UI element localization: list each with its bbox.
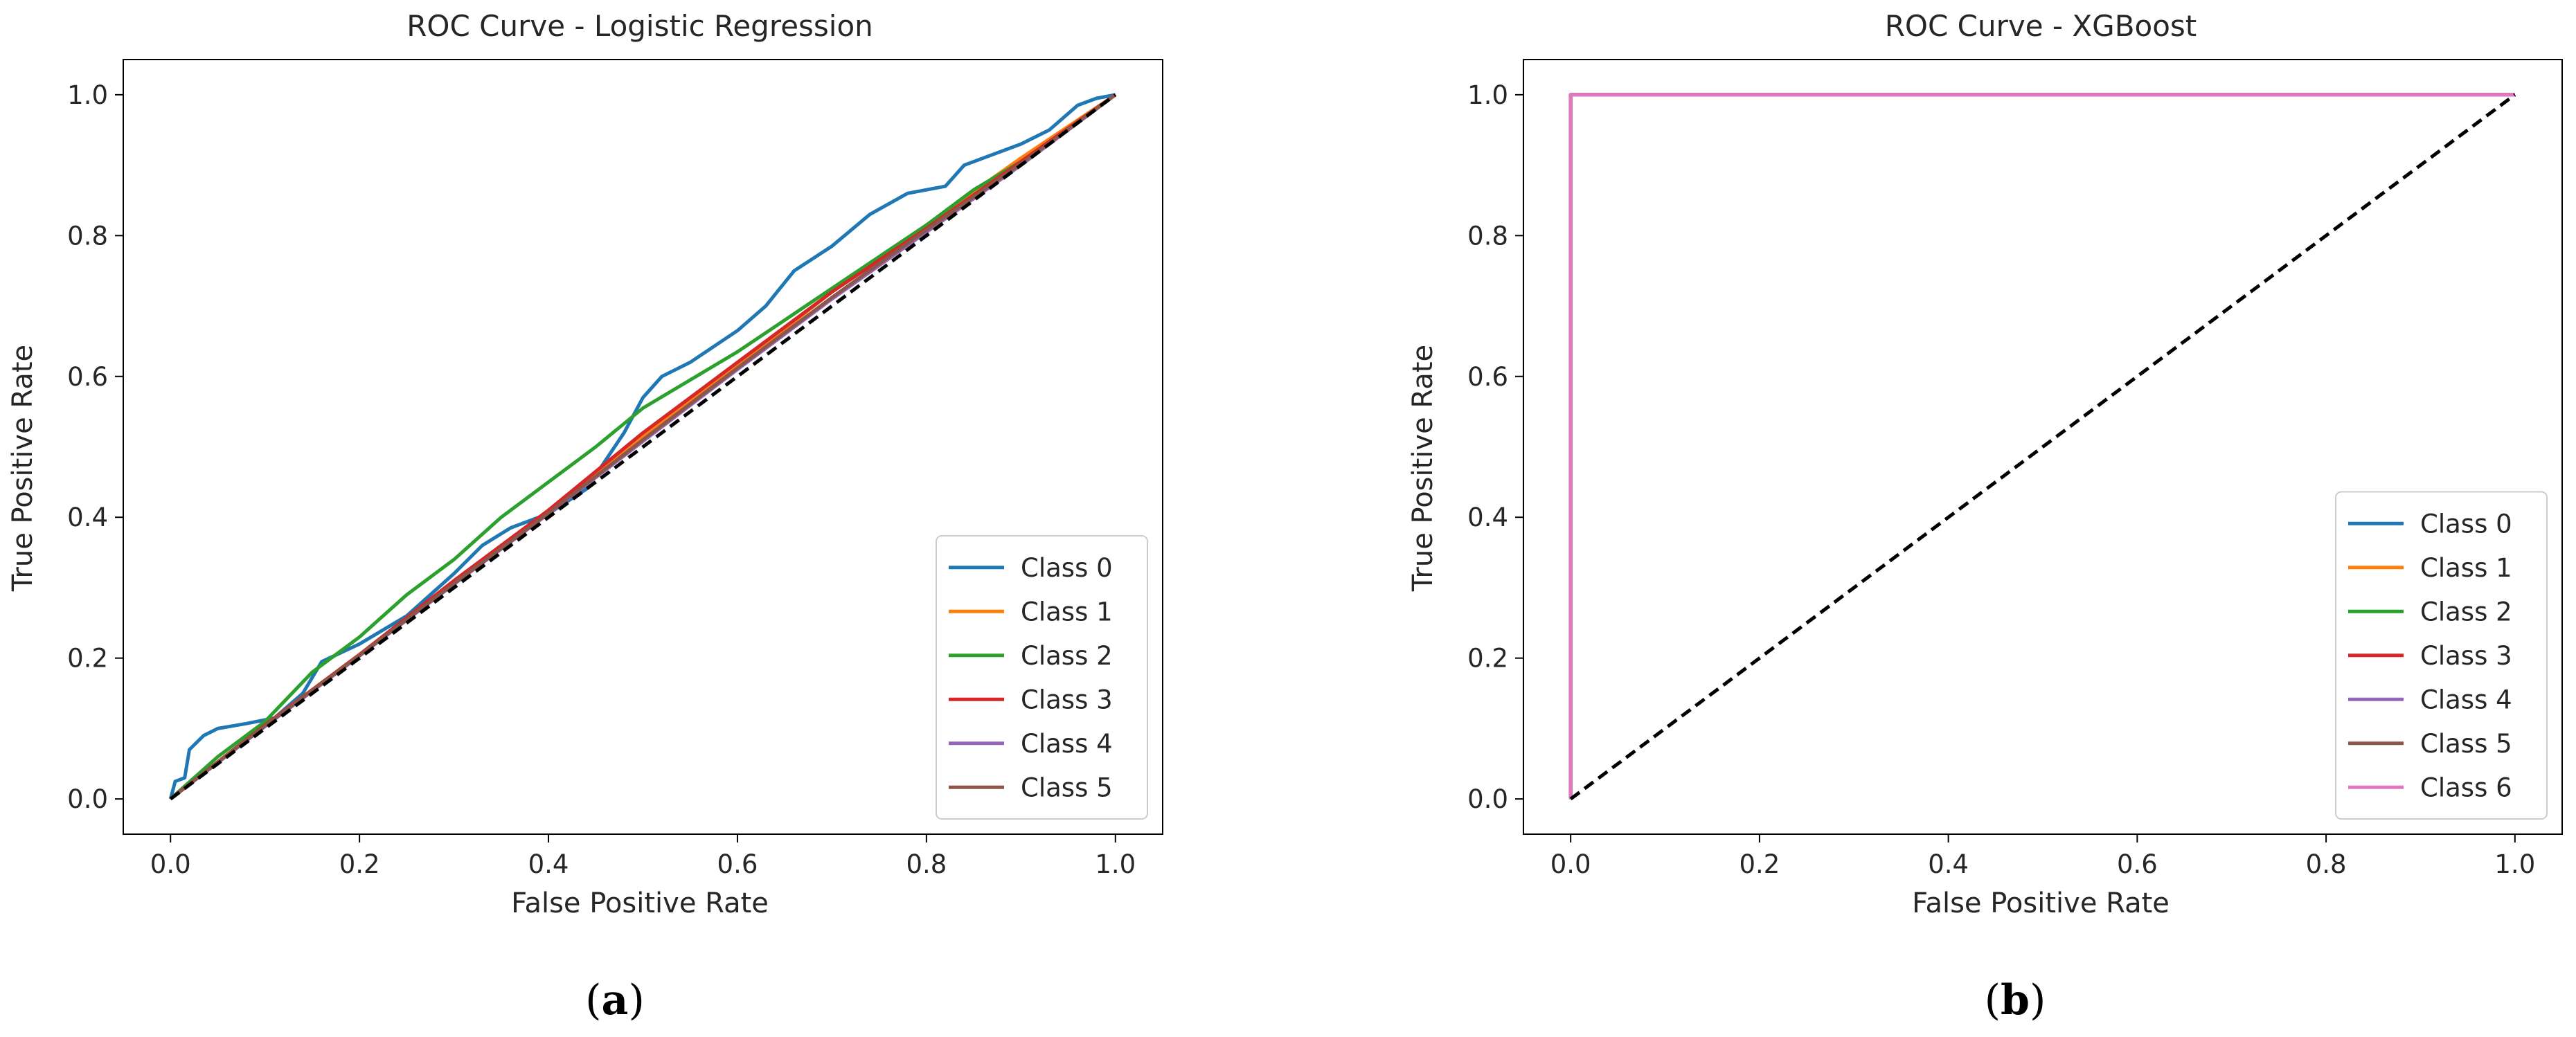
legend: Class 0 Class 1 Class 2 Class 3 Class 4 Class… [936, 535, 1148, 820]
baseline-diagonal [1569, 93, 2516, 801]
legend-label: Class 4 [1021, 729, 1113, 759]
x-tick-label: 0.0 [150, 849, 191, 879]
y-tick-label: 0.4 [67, 503, 108, 532]
legend-label: Class 4 [2420, 685, 2512, 714]
y-tick-label: 0.0 [1467, 784, 1508, 814]
legend-label: Class 1 [1021, 597, 1113, 626]
x-tick-label: 0.4 [528, 849, 569, 879]
caption-letter: b [2001, 976, 2030, 1025]
y-tick-label: 1.0 [67, 80, 108, 110]
y-tick-label: 0.6 [67, 362, 108, 392]
y-tick-label: 0.2 [67, 644, 108, 674]
panel-caption-a: (a) [585, 976, 645, 1025]
y-tick-label: 1.0 [1467, 80, 1508, 110]
y-axis-label: True Positive Rate [1407, 345, 1439, 592]
x-tick-label: 0.8 [906, 849, 947, 879]
baseline-diagonal [169, 93, 1117, 801]
series-line-class-6 [1568, 93, 2515, 800]
legend: Class 0 Class 1 Class 2 Class 3 Class 4 Class… [2335, 491, 2548, 820]
x-tick-label: 0.4 [1928, 849, 1969, 879]
series-line-class-2 [169, 93, 1117, 800]
y-tick-label: 0.2 [1467, 644, 1508, 674]
x-tick-label: 0.8 [2306, 849, 2347, 879]
y-tick-label: 0.4 [1467, 503, 1508, 532]
chart-a-plot: 0.0 0.2 0.4 0.6 0.8 1.0 0.0 0.2 0.4 0.6 0.8 1.0 Clas… [67, 59, 1163, 879]
x-tick-label: 0.0 [1550, 849, 1591, 879]
legend-label: Class 3 [2420, 641, 2512, 671]
caption-close-paren: ) [2030, 976, 2046, 1025]
series-line-class-5 [169, 93, 1117, 801]
legend-label: Class 0 [2420, 509, 2512, 539]
axes-frame [123, 59, 1163, 835]
legend-label: Class 5 [1021, 773, 1113, 802]
chart-title: ROC Curve - XGBoost [1885, 9, 2197, 43]
y-axis-label: True Positive Rate [7, 345, 39, 592]
panel-caption-b: (b) [1985, 976, 2046, 1025]
caption-open-paren: ( [585, 976, 601, 1025]
y-tick-label: 0.6 [1467, 362, 1508, 392]
x-tick-label: 1.0 [1095, 849, 1136, 879]
chart-b-plot: 0.0 0.2 0.4 0.6 0.8 1.0 0.0 0.2 0.4 0.6 0.8 1.0 Clas… [1467, 59, 2563, 879]
x-tick-label: 0.6 [717, 849, 758, 879]
axes-frame [1523, 59, 2563, 835]
x-axis-label: False Positive Rate [511, 887, 769, 919]
series-line-class-0 [168, 93, 1116, 800]
panel-a: ROC Curve - Logistic Regression 0.0 0.2 0.… [7, 9, 1163, 1025]
x-tick-label: 0.2 [339, 849, 380, 879]
x-tick-label: 0.2 [1739, 849, 1780, 879]
y-tick-label: 0.0 [67, 784, 108, 814]
legend-label: Class 3 [1021, 685, 1113, 714]
x-tick-label: 0.6 [2117, 849, 2158, 879]
y-tick-label: 0.8 [1467, 221, 1508, 251]
legend-label: Class 0 [1021, 553, 1113, 583]
legend-label: Class 1 [2420, 553, 2512, 583]
legend-label: Class 2 [2420, 597, 2512, 626]
legend-label: Class 6 [2420, 773, 2512, 802]
panel-b: ROC Curve - XGBoost 0.0 0.2 0.4 0.6 0.8 1.00.… [1407, 9, 2563, 1025]
caption-close-paren: ) [628, 976, 644, 1025]
x-axis-label: False Positive Rate [1912, 887, 2170, 919]
chart-title: ROC Curve - Logistic Regression [406, 9, 873, 43]
legend-box [936, 535, 1148, 820]
x-tick-label: 1.0 [2494, 849, 2535, 879]
legend-box [2335, 491, 2548, 820]
caption-open-paren: ( [1985, 976, 2001, 1025]
y-tick-label: 0.8 [67, 221, 108, 251]
legend-label: Class 5 [2420, 729, 2512, 759]
caption-letter: a [602, 976, 629, 1025]
legend-label: Class 2 [1021, 641, 1113, 671]
